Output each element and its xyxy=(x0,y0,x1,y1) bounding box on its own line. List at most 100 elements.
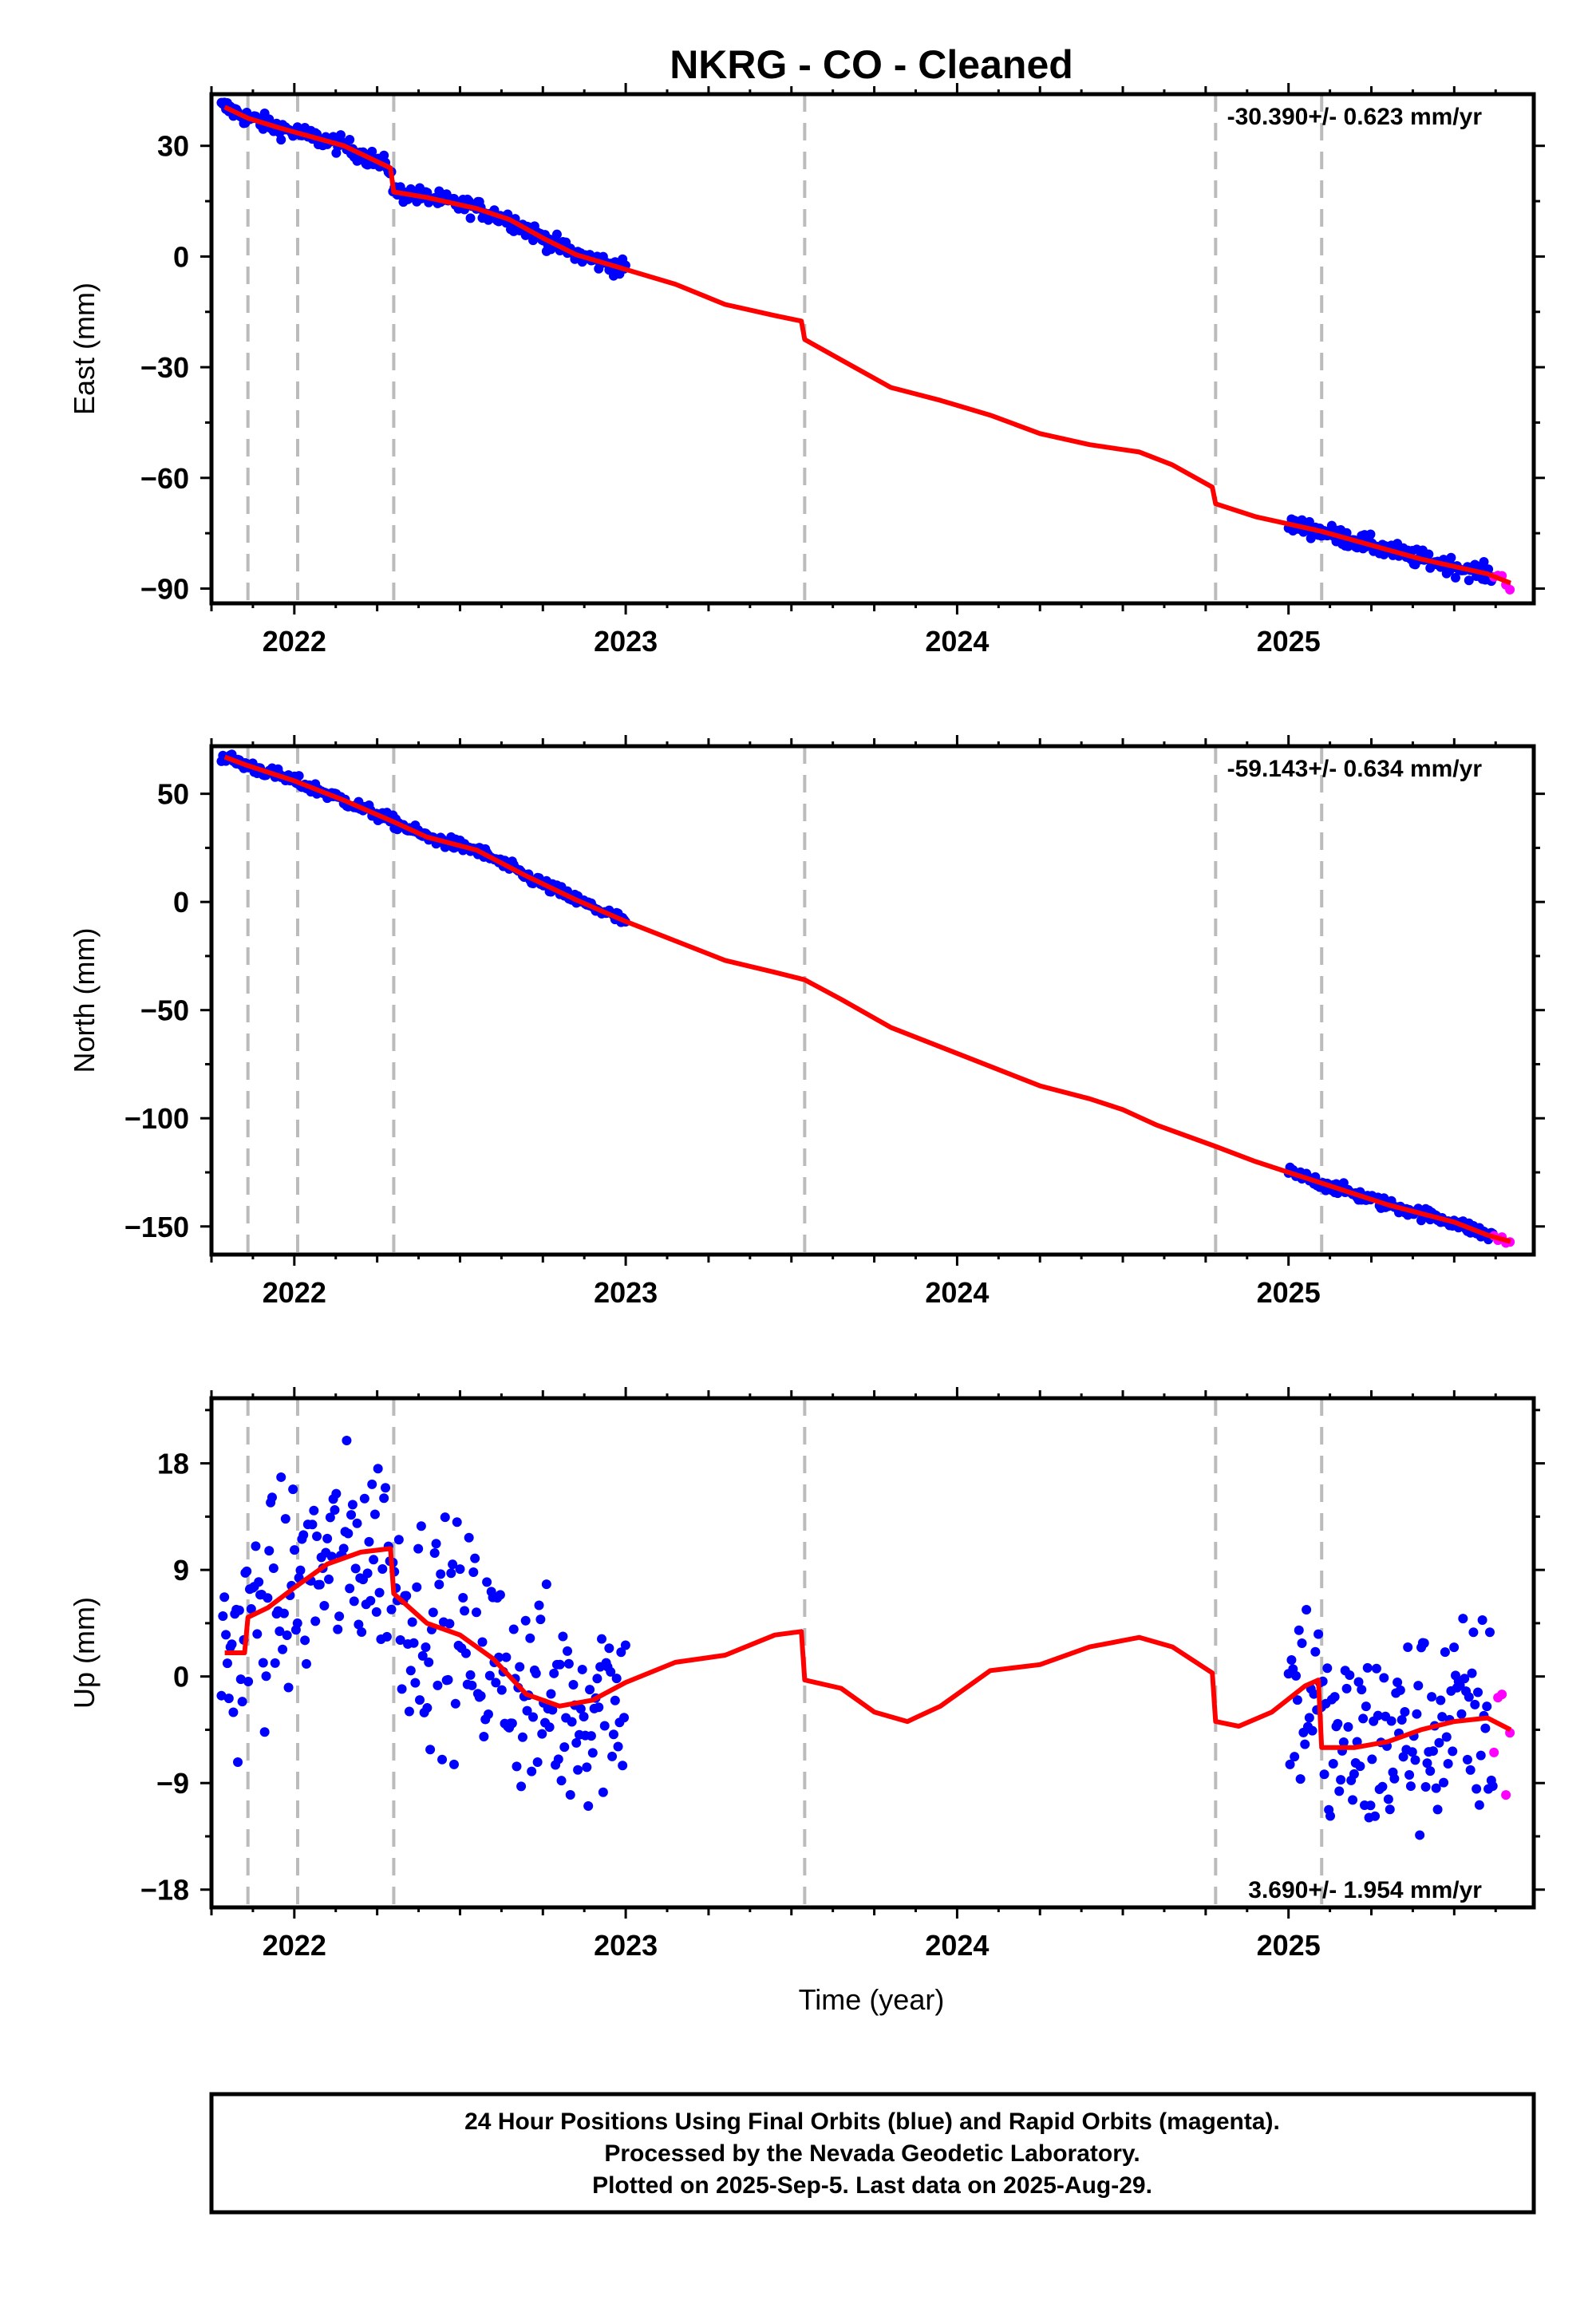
x-tick-label: 2024 xyxy=(925,1276,989,1309)
final-orbit-point xyxy=(583,1800,594,1811)
final-orbit-point xyxy=(301,1658,311,1669)
final-orbit-point xyxy=(346,1510,357,1520)
plot-area xyxy=(216,746,1515,1255)
final-orbit-point xyxy=(379,1493,389,1504)
final-orbit-point xyxy=(1383,1794,1393,1804)
final-orbit-point xyxy=(1449,1642,1460,1653)
final-orbit-point xyxy=(1425,1766,1436,1777)
plot-area xyxy=(216,94,1515,603)
final-orbit-point xyxy=(586,1731,596,1741)
final-orbit-point xyxy=(556,1776,567,1786)
model-line xyxy=(223,754,1511,1244)
final-orbit-point xyxy=(1468,1627,1479,1638)
east-panel: 2022 2023 2024 2025 30 0 −30 −60 −90 East (mm) -30… xyxy=(68,83,1545,658)
final-orbit-point xyxy=(495,1590,505,1600)
final-orbit-point xyxy=(283,1682,294,1693)
final-orbit-point xyxy=(444,1618,455,1629)
final-orbit-point xyxy=(1440,1647,1450,1658)
final-orbit-point xyxy=(1470,1699,1480,1709)
final-orbit-point xyxy=(1410,1755,1420,1765)
final-orbit-point xyxy=(416,1521,426,1531)
final-orbit-point xyxy=(1341,1683,1352,1694)
final-orbit-point xyxy=(1400,1706,1410,1717)
final-orbit-point xyxy=(1325,1811,1336,1821)
final-orbit-point xyxy=(1472,1784,1482,1794)
final-orbit-point xyxy=(1420,1781,1431,1792)
final-orbit-point xyxy=(221,1630,231,1640)
final-orbit-point xyxy=(425,1745,436,1755)
final-orbit-point xyxy=(295,1565,306,1575)
y-tick-label: −50 xyxy=(140,994,189,1027)
final-orbit-point xyxy=(573,1765,583,1775)
final-orbit-point xyxy=(433,1680,443,1690)
final-orbit-point xyxy=(381,1631,392,1642)
final-orbit-point xyxy=(1361,1701,1371,1712)
final-orbit-point xyxy=(1348,1795,1358,1805)
final-orbit-point xyxy=(338,1543,349,1554)
final-orbit-point xyxy=(1371,1663,1381,1674)
final-orbit-point xyxy=(1373,1710,1383,1721)
final-orbit-point xyxy=(333,1624,343,1634)
final-orbit-point xyxy=(1319,1769,1329,1780)
final-orbit-point xyxy=(216,1690,227,1701)
final-orbit-point xyxy=(1334,1786,1345,1796)
final-orbit-point xyxy=(517,1732,527,1742)
final-orbit-point xyxy=(465,213,476,223)
final-orbit-point xyxy=(263,1593,273,1603)
final-orbit-point xyxy=(597,1634,607,1644)
final-orbit-point xyxy=(404,1706,414,1717)
final-orbit-point xyxy=(1443,1759,1453,1769)
final-orbit-point xyxy=(264,1546,275,1556)
final-orbit-point xyxy=(613,1741,623,1752)
final-orbit-point xyxy=(1365,529,1376,539)
final-orbit-point xyxy=(1367,1754,1377,1765)
final-orbit-point xyxy=(243,1676,254,1686)
final-orbit-point xyxy=(1297,1638,1307,1648)
velocity-rate-label: -30.390+/- 0.623 mm/yr xyxy=(1227,104,1483,130)
final-orbit-point xyxy=(319,1601,330,1611)
final-orbit-point xyxy=(309,1505,319,1516)
final-orbit-point xyxy=(468,1567,479,1578)
final-orbit-point xyxy=(1480,1723,1491,1733)
final-orbit-point xyxy=(1477,1614,1487,1625)
final-orbit-point xyxy=(228,1707,239,1717)
final-orbit-point xyxy=(1389,1773,1400,1784)
final-orbit-point xyxy=(1450,572,1460,583)
final-orbit-point xyxy=(429,1547,440,1558)
velocity-rate-label: -59.143+/- 0.634 mm/yr xyxy=(1227,756,1483,782)
final-orbit-point xyxy=(1358,1713,1369,1724)
final-orbit-point xyxy=(547,1705,558,1715)
y-tick-label: 9 xyxy=(173,1554,189,1587)
final-orbit-point xyxy=(270,1658,280,1668)
x-tick-label: 2025 xyxy=(1257,625,1321,658)
final-orbit-point xyxy=(280,1514,290,1524)
final-orbit-point xyxy=(525,1633,535,1643)
plot-area xyxy=(216,1398,1515,1907)
final-orbit-point xyxy=(446,1568,456,1579)
model-line xyxy=(224,1546,1512,1750)
x-tick-label: 2022 xyxy=(263,1276,326,1309)
rapid-orbit-point xyxy=(1497,1690,1507,1700)
final-orbit-point xyxy=(322,1533,333,1543)
final-orbit-point xyxy=(484,1670,495,1681)
y-tick-label: 50 xyxy=(157,778,189,811)
final-orbit-point xyxy=(1412,1709,1422,1719)
final-orbit-point xyxy=(448,1559,458,1570)
y-tick-label: −60 xyxy=(140,462,189,495)
final-orbit-point xyxy=(364,1536,374,1547)
y-tick-label: 0 xyxy=(173,886,189,919)
final-orbit-point xyxy=(607,1751,618,1761)
final-orbit-point xyxy=(1300,1739,1310,1749)
final-orbit-point xyxy=(551,229,562,239)
final-orbit-point xyxy=(371,1607,381,1617)
final-orbit-point xyxy=(1302,1604,1312,1614)
final-orbit-point xyxy=(546,1689,556,1699)
final-orbit-point xyxy=(1415,1830,1425,1840)
final-orbit-point xyxy=(1355,1761,1365,1772)
final-orbit-point xyxy=(288,1484,298,1495)
final-orbit-point xyxy=(417,1650,428,1661)
final-orbit-point xyxy=(1404,1770,1415,1780)
final-orbit-point xyxy=(528,1712,539,1722)
final-orbit-point xyxy=(535,1614,546,1625)
final-orbit-point xyxy=(450,1698,460,1709)
